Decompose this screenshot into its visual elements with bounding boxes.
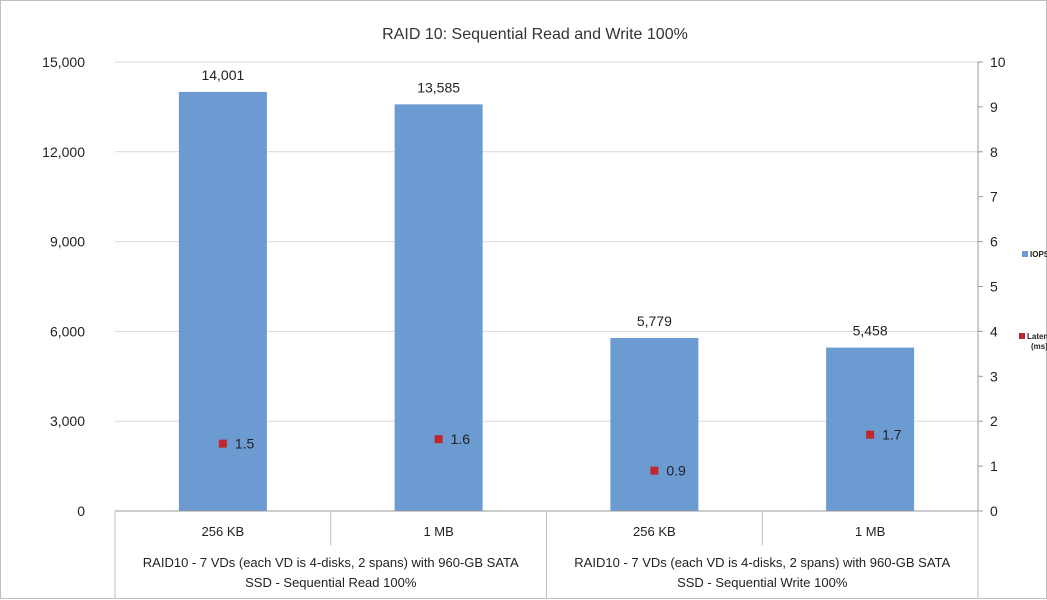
legend-label-latency: Latency bbox=[1027, 332, 1047, 341]
latency-marker bbox=[650, 467, 658, 475]
legend-label-latency-unit: (ms) bbox=[1031, 342, 1047, 351]
y2-axis-tick-label: 6 bbox=[990, 234, 998, 250]
chart-title: RAID 10: Sequential Read and Write 100% bbox=[382, 26, 688, 43]
y2-axis-tick-label: 7 bbox=[990, 189, 998, 205]
y-axis-tick-label: 12,000 bbox=[42, 144, 85, 160]
x-axis-group-label: SSD - Sequential Read 100% bbox=[245, 575, 417, 590]
x-axis-category-label: 256 KB bbox=[202, 524, 245, 539]
legend-swatch-iops bbox=[1022, 251, 1028, 257]
latency-marker bbox=[435, 435, 443, 443]
latency-data-label: 1.5 bbox=[235, 436, 255, 452]
iops-data-label: 5,458 bbox=[853, 323, 888, 339]
y2-axis-tick-label: 8 bbox=[990, 144, 998, 160]
y-axis-tick-label: 15,000 bbox=[42, 54, 85, 70]
y-axis-tick-label: 3,000 bbox=[50, 413, 85, 429]
x-axis-group-label: SSD - Sequential Write 100% bbox=[677, 575, 848, 590]
x-axis-group-label: RAID10 - 7 VDs (each VD is 4-disks, 2 sp… bbox=[143, 555, 519, 570]
latency-data-label: 1.6 bbox=[451, 431, 471, 447]
latency-marker bbox=[866, 431, 874, 439]
iops-bar bbox=[610, 338, 698, 511]
y2-axis-tick-label: 2 bbox=[990, 413, 998, 429]
y2-axis-tick-label: 1 bbox=[990, 458, 998, 474]
y2-axis-tick-label: 5 bbox=[990, 279, 998, 295]
y2-axis-tick-label: 4 bbox=[990, 323, 998, 339]
x-axis-category-label: 256 KB bbox=[633, 524, 676, 539]
y2-axis-tick-label: 9 bbox=[990, 99, 998, 115]
y-axis-tick-label: 0 bbox=[77, 503, 85, 519]
x-axis-category-label: 1 MB bbox=[423, 524, 453, 539]
latency-data-label: 0.9 bbox=[666, 463, 686, 479]
iops-data-label: 5,779 bbox=[637, 313, 672, 329]
y2-axis-tick-label: 0 bbox=[990, 503, 998, 519]
legend-swatch-latency bbox=[1019, 333, 1025, 339]
latency-marker bbox=[219, 440, 227, 448]
iops-data-label: 14,001 bbox=[201, 67, 244, 83]
y-axis-tick-label: 6,000 bbox=[50, 323, 85, 339]
y2-axis-tick-label: 10 bbox=[990, 54, 1006, 70]
x-axis-category-label: 1 MB bbox=[855, 524, 885, 539]
x-axis-group-label: RAID10 - 7 VDs (each VD is 4-disks, 2 sp… bbox=[574, 555, 950, 570]
y2-axis-tick-label: 3 bbox=[990, 368, 998, 384]
latency-data-label: 1.7 bbox=[882, 427, 902, 443]
iops-bar bbox=[395, 104, 483, 511]
legend-label-iops: IOPS bbox=[1030, 250, 1047, 259]
y-axis-tick-label: 9,000 bbox=[50, 234, 85, 250]
iops-data-label: 13,585 bbox=[417, 79, 460, 95]
